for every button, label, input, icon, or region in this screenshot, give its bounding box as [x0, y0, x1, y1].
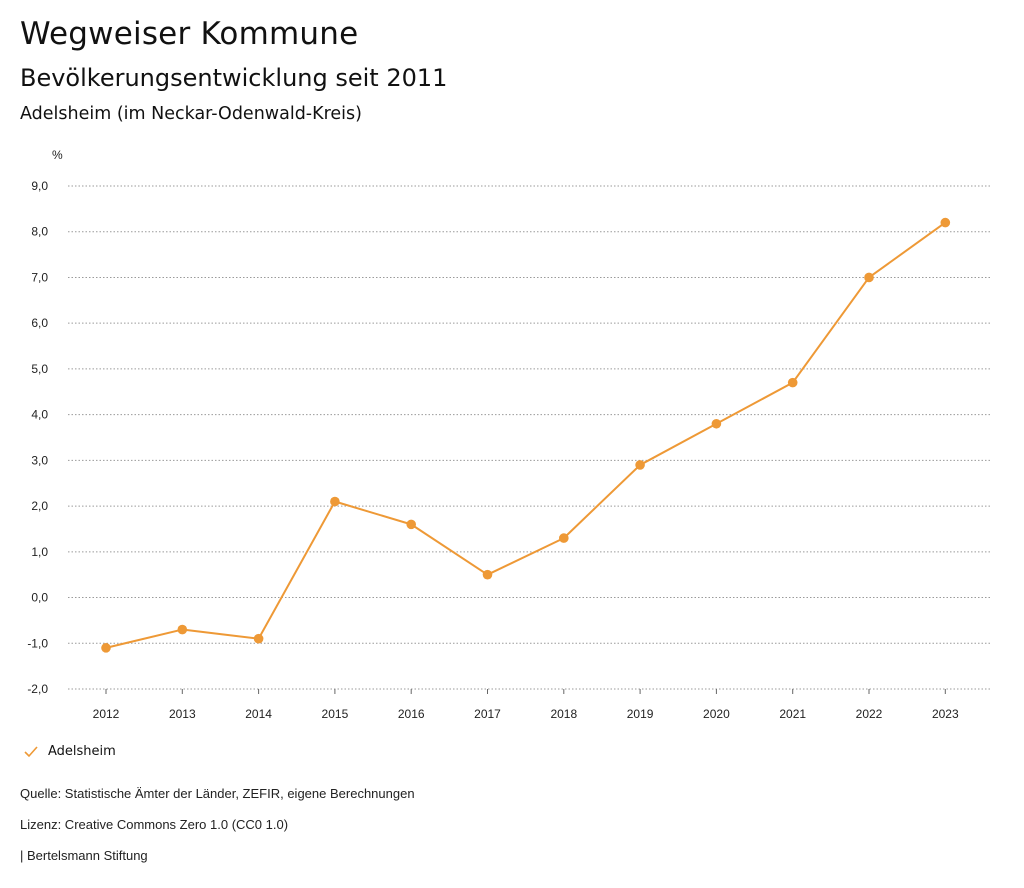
y-tick-label: 5,0	[31, 362, 48, 376]
y-tick-label: 8,0	[31, 225, 48, 239]
y-tick-label: 9,0	[31, 179, 48, 193]
x-tick-label: 2021	[779, 707, 806, 721]
x-tick-label: 2013	[169, 707, 196, 721]
y-tick-label: 0,0	[31, 591, 48, 605]
series-line	[105, 221, 946, 649]
x-tick-label: 2020	[703, 707, 730, 721]
legend-check-icon	[24, 745, 38, 757]
legend-label: Adelsheim	[48, 744, 116, 759]
data-point	[101, 643, 111, 653]
x-axis-ticks: 2012 2013 2014 2015 2016 2017 2018 2019 2020 2021…	[93, 689, 959, 721]
y-tick-label: 3,0	[31, 453, 48, 467]
y-tick-label: 2,0	[31, 499, 48, 513]
data-point	[864, 272, 874, 283]
brand-note: | Bertelsmann Stiftung	[20, 848, 148, 863]
y-tick-label: 7,0	[31, 270, 48, 284]
x-tick-label: 2018	[550, 707, 577, 721]
data-point	[940, 217, 951, 228]
data-point	[406, 519, 417, 530]
data-point	[482, 569, 493, 580]
data-point	[559, 533, 569, 543]
chart-subtitle: Bevölkerungsentwicklung seit 2011	[20, 64, 448, 92]
x-tick-label: 2015	[322, 707, 349, 721]
source-note: Quelle: Statistische Ämter der Länder, Z…	[20, 786, 415, 801]
license-note: Lizenz: Creative Commons Zero 1.0 (CC0 1…	[20, 817, 289, 832]
x-tick-label: 2012	[93, 707, 120, 721]
line-chart: %-2,0-1,00,01,02,03,04,05,06,07,08,09,0 …	[27, 148, 990, 721]
chart-legend: Adelsheim	[24, 744, 116, 759]
x-tick-label: 2016	[398, 707, 425, 721]
data-point	[253, 633, 264, 644]
x-tick-label: 2014	[245, 707, 272, 721]
x-tick-label: 2022	[856, 707, 883, 721]
x-tick-label: 2019	[627, 707, 654, 721]
x-tick-label: 2023	[932, 707, 959, 721]
y-tick-label: 6,0	[31, 316, 48, 330]
y-axis-label: %	[52, 148, 63, 162]
data-point	[330, 496, 340, 507]
data-point	[711, 418, 722, 429]
y-tick-label: 1,0	[31, 545, 48, 559]
grid-lines	[68, 185, 990, 690]
y-tick-label: 4,0	[31, 408, 48, 422]
y-tick-label: -1,0	[27, 636, 48, 650]
y-axis-ticks: % -2,0 -1,0 0,0 1,0 2,0 3,0 4,0 5,0 6,0 7,0 8,0 9,0	[27, 148, 63, 696]
data-point	[177, 624, 188, 635]
region-label: Adelsheim (im Neckar-Odenwald-Kreis)	[20, 104, 362, 124]
data-point	[635, 460, 645, 470]
data-point	[787, 377, 798, 388]
series-adelsheim	[101, 217, 951, 653]
y-tick-label: -2,0	[27, 682, 48, 696]
x-tick-label: 2017	[474, 707, 501, 721]
page-title: Wegweiser Kommune	[20, 16, 359, 52]
